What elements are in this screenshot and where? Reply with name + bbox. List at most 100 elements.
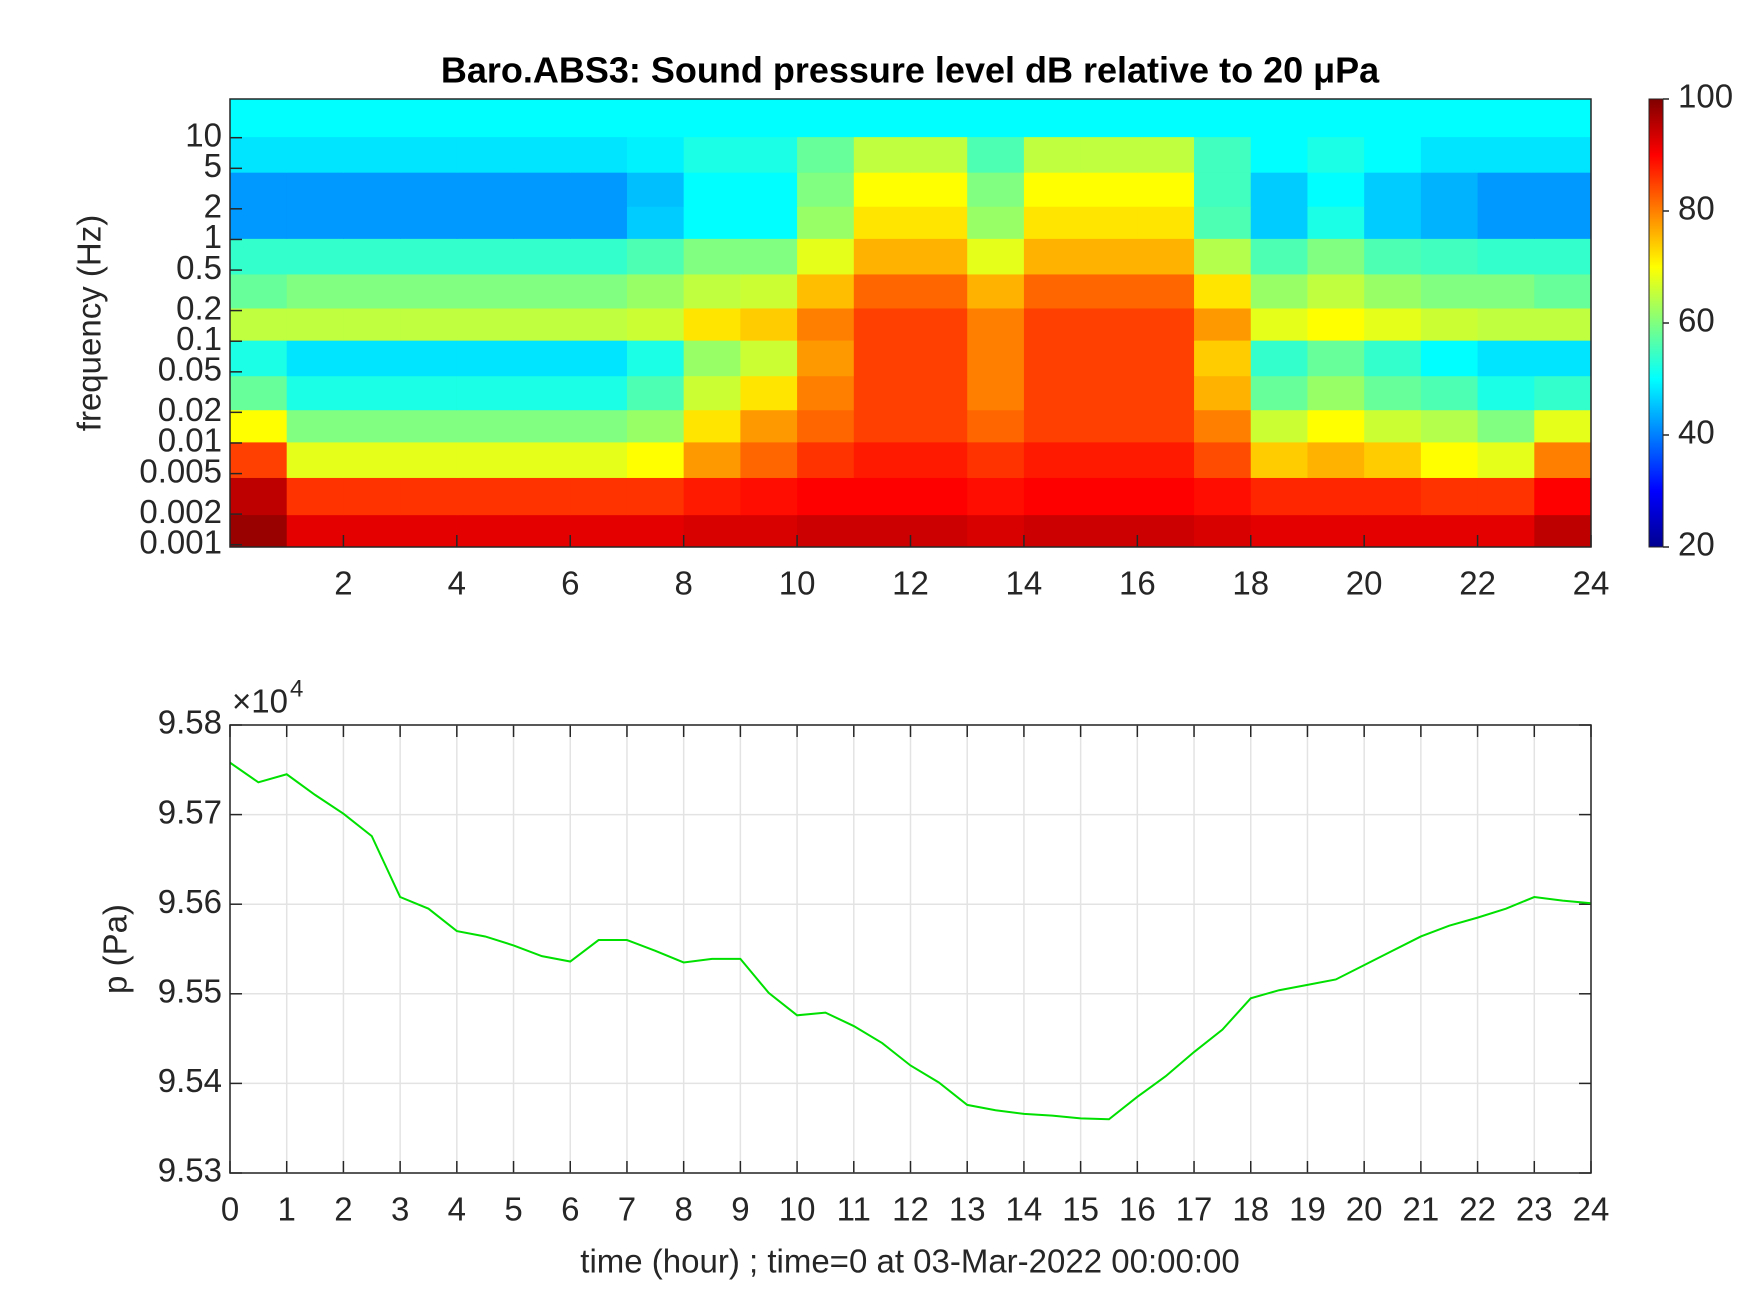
heat-cell bbox=[1420, 441, 1479, 478]
heat-cell bbox=[1194, 136, 1252, 173]
heat-cell bbox=[740, 514, 798, 548]
heat-cell bbox=[740, 409, 798, 443]
heat-cell bbox=[683, 307, 741, 341]
y-tick-label: 2 bbox=[204, 188, 222, 225]
heat-cell bbox=[1137, 477, 1195, 516]
heat-cell bbox=[1250, 273, 1308, 309]
heat-cell bbox=[1534, 238, 1592, 275]
heat-cell bbox=[343, 172, 401, 207]
heat-cell bbox=[1534, 99, 1592, 138]
heat-cell bbox=[456, 238, 515, 275]
heat-cell bbox=[1137, 238, 1195, 275]
heat-cell bbox=[1194, 238, 1252, 275]
heat-cell bbox=[1137, 273, 1195, 309]
y-tick-label: 0.001 bbox=[139, 523, 222, 560]
heat-cell bbox=[1194, 441, 1252, 478]
heat-cell bbox=[1420, 273, 1479, 309]
heat-cell bbox=[570, 206, 628, 239]
heat-cell bbox=[683, 99, 741, 138]
x-tick-label: 21 bbox=[1403, 1191, 1440, 1228]
heat-cell bbox=[1420, 340, 1479, 377]
heat-cell bbox=[967, 136, 1025, 173]
heat-cell bbox=[910, 273, 968, 309]
heat-cell bbox=[1250, 136, 1308, 173]
y-tick-label: 0.2 bbox=[176, 289, 222, 326]
heat-cell bbox=[570, 273, 628, 309]
x-tick-label: 24 bbox=[1573, 565, 1610, 602]
heat-cell bbox=[400, 375, 458, 411]
x-tick-label: 2 bbox=[334, 1191, 352, 1228]
heat-cell bbox=[1307, 172, 1365, 207]
heat-cell bbox=[1420, 206, 1479, 239]
x-tick-label: 23 bbox=[1516, 1191, 1553, 1228]
heat-cell bbox=[1137, 441, 1195, 478]
y-tick-label: 10 bbox=[185, 116, 222, 153]
x-tick-label: 2 bbox=[334, 565, 352, 602]
heat-cell bbox=[740, 307, 798, 341]
heat-cell bbox=[1307, 206, 1365, 239]
heat-cell bbox=[230, 307, 288, 341]
heat-cell bbox=[286, 514, 344, 548]
heat-cell bbox=[967, 514, 1025, 548]
heat-cell bbox=[1307, 477, 1365, 516]
x-tick-label: 17 bbox=[1176, 1191, 1213, 1228]
heat-cell bbox=[230, 375, 288, 411]
y-tick-label: 9.57 bbox=[158, 793, 222, 830]
x-tick-label: 0 bbox=[221, 1191, 239, 1228]
heat-cell bbox=[456, 441, 515, 478]
heat-cell bbox=[400, 409, 458, 443]
heat-cell bbox=[570, 514, 628, 548]
heat-cell bbox=[1194, 307, 1252, 341]
heat-cell bbox=[853, 477, 911, 516]
heat-cell bbox=[1420, 514, 1479, 548]
x-tick-label: 14 bbox=[1006, 565, 1043, 602]
heat-cell bbox=[967, 172, 1025, 207]
heat-cell bbox=[1477, 477, 1535, 516]
x-tick-label: 10 bbox=[779, 1191, 816, 1228]
heat-cell bbox=[1194, 340, 1252, 377]
x-tick-label: 9 bbox=[731, 1191, 749, 1228]
heat-cell bbox=[910, 99, 968, 138]
heat-cell bbox=[1250, 307, 1308, 341]
x-tick-label: 4 bbox=[448, 565, 466, 602]
heat-cell bbox=[683, 441, 741, 478]
heat-cell bbox=[570, 340, 628, 377]
heat-cell bbox=[1477, 514, 1535, 548]
heat-cell bbox=[1477, 307, 1535, 341]
heat-cell bbox=[570, 409, 628, 443]
heat-cell bbox=[683, 136, 741, 173]
x-tick-label: 6 bbox=[561, 1191, 579, 1228]
heat-cell bbox=[1307, 136, 1365, 173]
heat-cell bbox=[626, 99, 685, 138]
x-tick-label: 4 bbox=[448, 1191, 466, 1228]
heat-cell bbox=[1250, 206, 1308, 239]
heat-cell bbox=[683, 273, 741, 309]
heat-cell bbox=[797, 172, 855, 207]
heat-cell bbox=[513, 409, 571, 443]
heat-cell bbox=[1364, 441, 1422, 478]
heat-cell bbox=[570, 172, 628, 207]
heat-cell bbox=[1477, 441, 1535, 478]
heat-cell bbox=[1364, 238, 1422, 275]
heat-cell bbox=[853, 99, 911, 138]
heat-cell bbox=[400, 172, 458, 207]
heat-cell bbox=[1080, 136, 1138, 173]
heat-cell bbox=[683, 409, 741, 443]
heat-cell bbox=[343, 206, 401, 239]
heat-cell bbox=[286, 477, 344, 516]
heat-cell bbox=[230, 238, 288, 275]
data-line bbox=[229, 761, 1592, 1121]
heat-cell bbox=[343, 340, 401, 377]
heat-cell bbox=[1023, 273, 1082, 309]
heat-cell bbox=[1420, 136, 1479, 173]
heat-cell bbox=[967, 441, 1025, 478]
heat-cell bbox=[1137, 206, 1195, 239]
heat-cell bbox=[400, 307, 458, 341]
heat-cell bbox=[1420, 477, 1479, 516]
heat-cell bbox=[910, 206, 968, 239]
heat-cell bbox=[513, 273, 571, 309]
heat-cell bbox=[456, 273, 515, 309]
y-axis-label: p (Pa) bbox=[97, 904, 134, 994]
heat-cell bbox=[1080, 409, 1138, 443]
x-tick-label: 7 bbox=[618, 1191, 636, 1228]
